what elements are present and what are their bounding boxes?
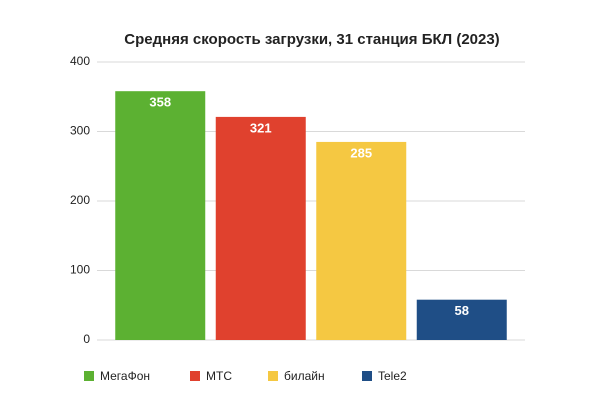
y-tick-label: 0 bbox=[83, 332, 90, 346]
data-label: 285 bbox=[350, 145, 372, 160]
y-tick-label: 100 bbox=[70, 263, 90, 277]
legend-swatch bbox=[362, 371, 372, 381]
y-tick-label: 200 bbox=[70, 193, 90, 207]
bar bbox=[316, 141, 407, 340]
legend-label: билайн bbox=[284, 369, 325, 383]
legend-label: Tele2 bbox=[378, 369, 407, 383]
legend-swatch bbox=[84, 371, 94, 381]
data-label: 58 bbox=[455, 303, 469, 318]
legend-swatch bbox=[190, 371, 200, 381]
legend-label: МегаФон bbox=[100, 369, 150, 383]
y-tick-label: 300 bbox=[70, 124, 90, 138]
legend-swatch bbox=[268, 371, 278, 381]
y-tick-label: 400 bbox=[70, 54, 90, 68]
bar bbox=[416, 299, 507, 340]
legend-label: МТС bbox=[206, 369, 232, 383]
data-label: 358 bbox=[149, 95, 171, 110]
bar bbox=[115, 91, 206, 340]
chart-title: Средняя скорость загрузки, 31 станция БК… bbox=[124, 31, 499, 48]
bar bbox=[215, 116, 306, 340]
data-label: 321 bbox=[250, 120, 272, 135]
